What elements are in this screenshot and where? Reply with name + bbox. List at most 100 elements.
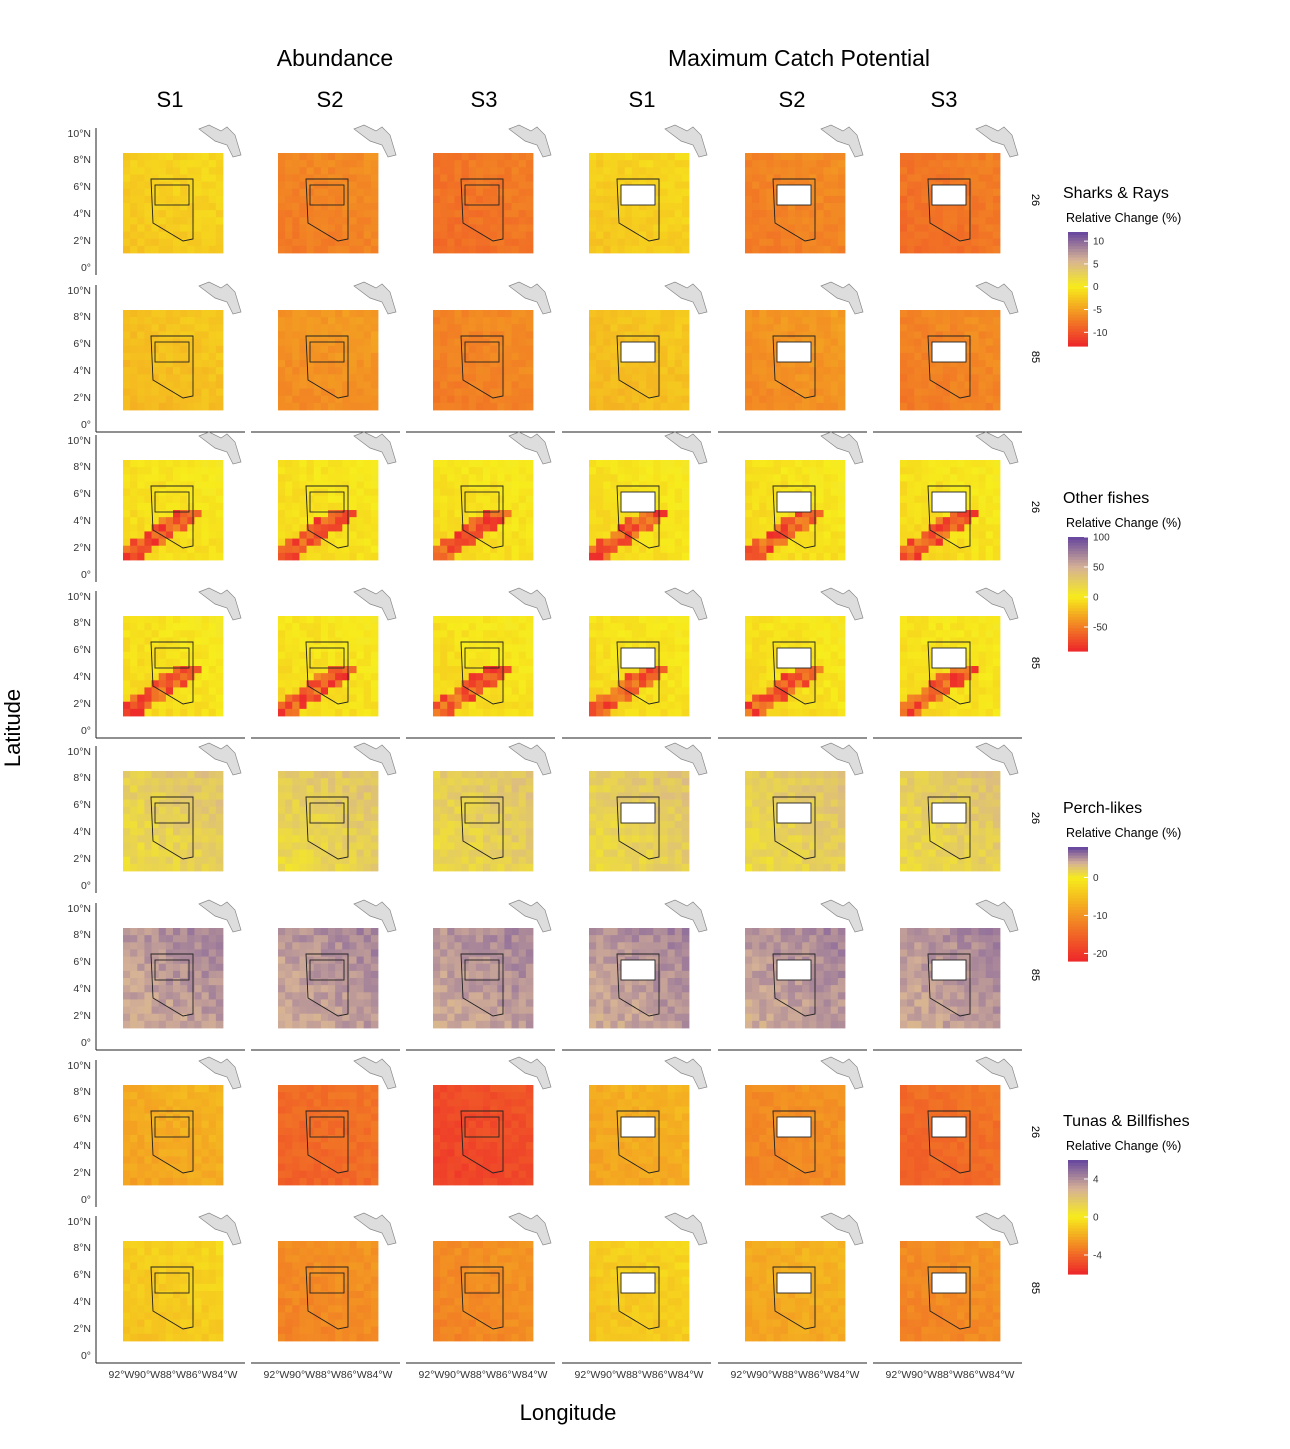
heat-cell	[631, 160, 640, 168]
heat-cell	[935, 167, 944, 175]
heat-cell	[299, 474, 307, 482]
heat-cell	[752, 367, 760, 375]
heat-cell	[518, 203, 527, 211]
heat-cell	[306, 467, 315, 475]
inner-box-outline	[776, 341, 812, 363]
heat-cell	[900, 510, 908, 518]
heat-cell	[992, 658, 1001, 667]
heat-cell	[674, 538, 683, 547]
heat-cell	[745, 538, 753, 547]
heat-cell	[964, 644, 972, 653]
heat-cell	[165, 502, 174, 511]
coastline-land	[508, 281, 552, 315]
heat-cell	[766, 352, 774, 361]
heat-cell	[475, 524, 484, 532]
heat-cell	[816, 310, 824, 318]
heat-cell	[816, 524, 824, 532]
heat-cell	[596, 531, 604, 539]
inner-box-outline	[931, 341, 967, 363]
heat-cell	[964, 673, 972, 681]
heat-cell	[787, 545, 796, 554]
heat-cell	[816, 374, 824, 382]
heat-cell	[475, 360, 484, 368]
heat-cell	[123, 813, 131, 822]
heat-cell	[342, 210, 350, 218]
heat-cell	[942, 630, 951, 638]
heat-cell	[504, 630, 512, 638]
heat-cell	[603, 217, 611, 225]
heat-cell	[285, 217, 293, 225]
heat-cell	[342, 238, 350, 247]
heat-cell	[639, 510, 647, 518]
heat-cell	[660, 388, 668, 397]
heat-cell	[144, 835, 152, 843]
heat-cell	[795, 217, 803, 225]
heat-cell	[292, 474, 300, 482]
heat-cell	[957, 694, 965, 703]
heat-cell	[674, 160, 683, 168]
heat-cell	[653, 630, 661, 638]
heat-cell	[745, 174, 753, 182]
heat-cell	[900, 338, 908, 347]
heat-cell	[511, 310, 520, 318]
heat-cell	[964, 352, 972, 361]
heat-cell	[363, 517, 372, 525]
heat-cell	[483, 545, 491, 554]
heat-cell	[137, 673, 145, 681]
heat-cell	[518, 616, 527, 624]
heat-cell	[624, 153, 633, 161]
heat-cell	[914, 545, 922, 554]
heat-cell	[773, 460, 782, 468]
heat-cell	[795, 517, 803, 525]
heat-cell	[660, 331, 668, 339]
heat-cell	[292, 517, 300, 525]
heat-cell	[589, 224, 597, 232]
heat-cell	[173, 174, 181, 182]
heat-cell	[335, 345, 343, 354]
heat-cell	[158, 374, 167, 382]
heat-cell	[907, 317, 915, 325]
heat-cell	[285, 481, 293, 489]
heat-cell	[942, 310, 951, 318]
heat-cell	[745, 245, 753, 254]
heat-cell	[180, 623, 188, 631]
heat-cell	[208, 651, 217, 660]
heat-cell	[773, 510, 782, 518]
heat-cell	[624, 210, 633, 218]
heat-cell	[151, 524, 160, 532]
heat-cell	[447, 488, 455, 497]
heat-cell	[130, 238, 138, 247]
heat-cell	[497, 224, 505, 232]
heat-cell	[356, 188, 365, 197]
heat-cell	[653, 245, 661, 254]
protected-area-outline	[305, 178, 349, 242]
heat-cell	[356, 360, 365, 368]
heat-cell	[363, 188, 372, 197]
heat-cell	[440, 352, 448, 361]
heat-cell	[504, 481, 512, 489]
heat-cell	[187, 552, 195, 561]
heat-cell	[454, 310, 462, 318]
heat-cell	[667, 324, 676, 332]
heat-cell	[773, 217, 782, 225]
heat-cell	[433, 167, 441, 175]
heat-cell	[752, 538, 760, 547]
heat-cell	[511, 167, 520, 175]
heat-cell	[992, 666, 1001, 674]
protected-area-outline	[927, 485, 971, 549]
heat-cell	[201, 658, 210, 667]
heat-cell	[752, 481, 760, 489]
heat-cell	[646, 402, 654, 411]
heat-cell	[985, 474, 994, 482]
heat-cell	[964, 324, 972, 332]
heat-cell	[137, 828, 145, 836]
heat-cell	[795, 231, 803, 240]
heat-cell	[151, 381, 160, 389]
heat-cell	[935, 324, 944, 332]
heat-cell	[964, 367, 972, 375]
heat-cell	[653, 352, 661, 361]
heat-cell	[603, 701, 611, 710]
heat-cell	[971, 531, 979, 539]
heat-cell	[830, 153, 839, 161]
heat-cell	[596, 224, 604, 232]
